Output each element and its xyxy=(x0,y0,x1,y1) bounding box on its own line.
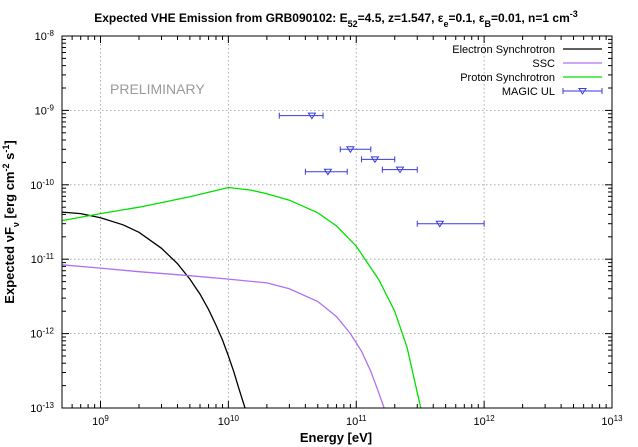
y-tick-label: 10-10 xyxy=(30,177,54,192)
x-tick-label: 1013 xyxy=(601,414,623,429)
y-tick-label: 10-13 xyxy=(30,401,54,416)
y-axis-label: Expected νFν [erg cm-2 s-1] xyxy=(1,140,21,303)
legend-label: MAGIC UL xyxy=(502,86,555,98)
legend-label: SSC xyxy=(532,58,555,70)
series-line-electron-synchrotron xyxy=(62,211,246,408)
y-tick-label: 10-8 xyxy=(35,29,55,44)
x-tick-labels: 109 1010 1011 1012 1013 xyxy=(92,414,623,429)
y-tick-label: 10-11 xyxy=(31,252,55,267)
axis-ticks xyxy=(62,35,613,409)
legend-marker xyxy=(578,88,587,95)
x-axis-label: Energy [eV] xyxy=(300,430,372,445)
y-tick-label: 10-12 xyxy=(30,326,54,341)
upper-limit-marker xyxy=(370,156,380,164)
x-tick-label: 109 xyxy=(92,414,109,429)
series-line-proton-synchrotron xyxy=(62,186,422,408)
series-line-ssc xyxy=(62,264,385,408)
legend: Electron Synchrotron SSC Proton Synchrotro… xyxy=(452,44,603,98)
magic-upper-limits xyxy=(278,112,485,228)
legend-label: Electron Synchrotron xyxy=(452,44,555,56)
upper-limit-marker xyxy=(345,146,355,154)
preliminary-annotation: PRELIMINARY xyxy=(110,81,205,97)
x-tick-label: 1011 xyxy=(346,414,367,429)
upper-limit-marker xyxy=(435,220,445,228)
upper-limit-marker xyxy=(323,168,333,176)
y-tick-labels: 10-13 10-12 10-11 10-10 10-9 10-8 xyxy=(30,29,54,416)
series-curves xyxy=(62,186,422,408)
y-tick-label: 10-9 xyxy=(35,103,55,118)
x-tick-label: 1012 xyxy=(474,414,496,429)
upper-limit-marker xyxy=(307,112,317,120)
plot-frame xyxy=(61,35,613,409)
upper-limit-marker xyxy=(395,166,405,174)
chart-title: Expected VHE Emission from GRB090102: E5… xyxy=(94,9,578,29)
x-tick-label: 1010 xyxy=(218,414,240,429)
legend-label: Proton Synchrotron xyxy=(460,72,555,84)
